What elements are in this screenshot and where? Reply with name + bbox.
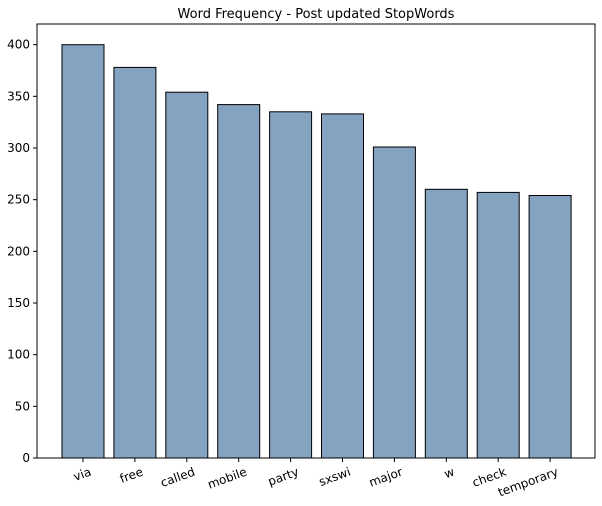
- x-tick-label-party: party: [266, 465, 301, 489]
- chart-title: Word Frequency - Post updated StopWords: [178, 7, 455, 22]
- plot-frame: [36, 23, 596, 459]
- y-tick-label-300: 300: [7, 141, 30, 155]
- y-tick-label-200: 200: [7, 244, 30, 258]
- x-tick-label-via: via: [72, 465, 94, 484]
- y-tick-label-250: 250: [7, 193, 30, 207]
- bar-free: [113, 66, 157, 459]
- y-tick-label-100: 100: [7, 348, 30, 362]
- x-tick-label-called: called: [159, 465, 197, 490]
- y-tick-label-400: 400: [7, 38, 30, 52]
- bar-w: [424, 188, 468, 459]
- x-tick-label-sxswi: sxswi: [317, 465, 353, 489]
- bar-via: [61, 44, 105, 459]
- x-axis: via free called mobile party sxswi major w check…: [72, 458, 560, 500]
- bar-mobile: [217, 104, 261, 459]
- bars-group: [61, 44, 572, 459]
- y-tick-label-0: 0: [22, 451, 30, 465]
- bar-sxswi: [321, 113, 364, 459]
- bar-major: [372, 146, 416, 459]
- y-axis: 0 50 100 150 200 250 300 350 400: [7, 38, 37, 465]
- y-tick-label-350: 350: [7, 89, 30, 103]
- bar-check: [476, 191, 520, 459]
- x-tick-label-mobile: mobile: [206, 465, 249, 492]
- y-tick-label-50: 50: [15, 399, 30, 413]
- y-tick-label-150: 150: [7, 296, 30, 310]
- bar-party: [269, 111, 313, 459]
- x-tick-label-temporary: temporary: [496, 465, 560, 500]
- x-tick-label-major: major: [367, 465, 404, 490]
- bar-temporary: [528, 195, 572, 459]
- x-tick-label-w: w: [442, 465, 456, 482]
- x-tick-label-free: free: [118, 465, 145, 486]
- bar-called: [165, 91, 209, 459]
